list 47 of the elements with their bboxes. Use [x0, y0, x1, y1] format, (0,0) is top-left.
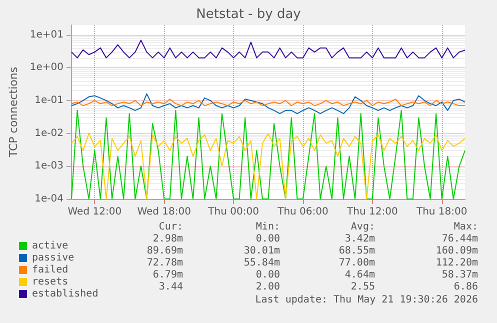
- text: 68.55m: [338, 246, 375, 256]
- text: Min:: [256, 222, 280, 232]
- y-tick-label: 1e-04: [34, 194, 64, 204]
- line-series: [71, 98, 466, 106]
- text: Cur:: [158, 222, 183, 232]
- chart-title: Netstat - by day: [196, 7, 302, 22]
- text: 6.79m: [152, 270, 183, 280]
- legend-label: passive: [32, 252, 74, 264]
- legend-label: resets: [32, 276, 68, 288]
- x-tick-label: Thu 12:00: [346, 206, 398, 218]
- legend-label: active: [32, 240, 68, 252]
- text: 6.86: [454, 282, 478, 292]
- y-axis-title: TCP connections: [7, 66, 20, 158]
- x-tick-label: Thu 18:00: [415, 206, 468, 218]
- y-tick-label: 1e+01: [30, 29, 64, 40]
- text: 112.20m: [436, 258, 478, 268]
- text: Avg:: [350, 222, 375, 232]
- text: 0.00: [256, 270, 280, 280]
- legend-label: established: [32, 288, 98, 300]
- text: Last update: Thu May 21 19:30:26 2026: [255, 294, 478, 306]
- text: 58.37m: [442, 270, 478, 280]
- text: 2.00: [256, 282, 280, 292]
- text: 2.55: [350, 282, 375, 292]
- y-tick-label: 1e-01: [34, 95, 64, 106]
- x-tick-label: Thu 00:00: [207, 206, 259, 218]
- x-tick-label: Thu 06:00: [276, 206, 328, 218]
- y-tick-label: 1e-03: [34, 160, 64, 172]
- text: 30.01m: [244, 246, 280, 256]
- text: 3.44: [158, 282, 183, 292]
- line-series: [71, 93, 466, 114]
- line-series: [71, 40, 466, 58]
- text: 160.09m: [436, 246, 478, 256]
- text: 77.00m: [338, 258, 375, 268]
- text: Max:: [454, 222, 478, 232]
- y-tick-label: 1e+00: [30, 62, 64, 74]
- x-tick-label: Wed 12:00: [68, 206, 122, 218]
- text: 55.84m: [244, 258, 280, 268]
- text: 72.78m: [146, 258, 183, 268]
- text: 89.69m: [146, 246, 183, 256]
- text: 76.44m: [442, 234, 478, 244]
- text: 0.00: [256, 234, 280, 244]
- x-tick-label: Wed 18:00: [137, 206, 192, 218]
- text: 4.64m: [344, 270, 375, 280]
- legend-label: failed: [32, 264, 68, 276]
- text: 3.42m: [344, 234, 375, 244]
- text: 2.98m: [152, 234, 183, 244]
- y-tick-label: 1e-02: [34, 128, 64, 139]
